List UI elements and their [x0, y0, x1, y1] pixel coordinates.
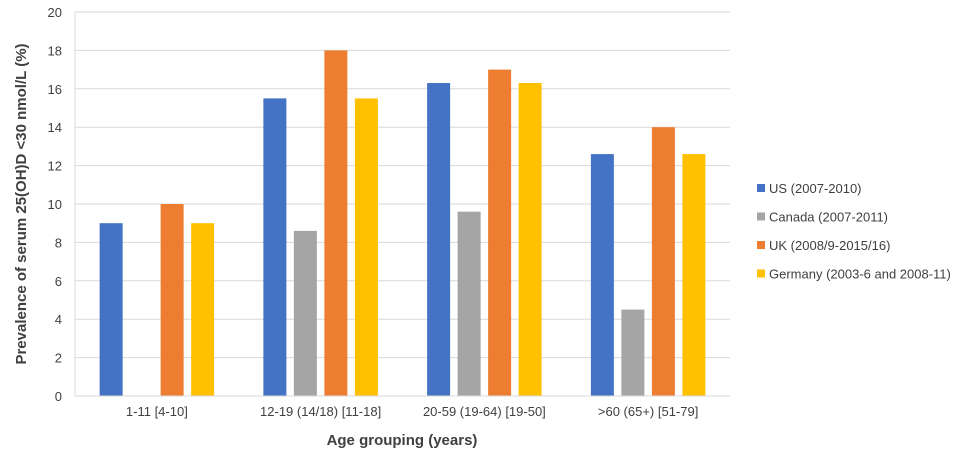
legend-label: UK (2008/9-2015/16)	[769, 238, 890, 253]
y-tick-label: 6	[55, 274, 62, 289]
x-tick-label: >60 (65+) [51-79]	[598, 404, 698, 419]
x-tick-label: 12-19 (14/18) [11-18]	[260, 404, 381, 419]
y-tick-label: 18	[48, 43, 62, 58]
y-tick-label: 14	[48, 120, 62, 135]
x-tick-label: 1-11 [4-10]	[126, 404, 188, 419]
bar-us	[590, 154, 614, 396]
legend-swatch	[757, 212, 765, 221]
bar-germany	[191, 223, 215, 396]
bar-us	[263, 98, 287, 397]
legend-swatch	[757, 269, 765, 278]
legend-swatch	[757, 184, 765, 192]
y-axis-ticks: 0 2 4 6 8 10 12 14 16 18 20	[48, 5, 62, 404]
bars	[99, 50, 706, 397]
bar-germany	[682, 154, 706, 396]
y-tick-label: 10	[48, 197, 62, 212]
legend-label: Germany (2003-6 and 2008-11)	[769, 267, 951, 282]
y-tick-label: 0	[55, 389, 62, 404]
bar-germany	[354, 98, 378, 397]
y-tick-label: 4	[55, 312, 62, 327]
legend-swatch	[757, 241, 765, 249]
bar-uk	[488, 69, 512, 396]
bar-uk	[651, 127, 675, 396]
legend: US (2007-2010) Canada (2007-2011) UK (2008…	[757, 181, 951, 282]
legend-label: Canada (2007-2011)	[769, 210, 888, 225]
bar-germany	[518, 83, 542, 396]
y-tick-label: 16	[48, 82, 62, 97]
bar-canada	[293, 230, 317, 396]
bar-uk	[160, 204, 184, 396]
legend-label: US (2007-2010)	[769, 181, 862, 196]
x-axis-ticks: 1-11 [4-10] 12-19 (14/18) [11-18] 20-59 (1…	[126, 404, 698, 419]
x-tick-label: 20-59 (19-64) [19-50]	[423, 404, 546, 419]
y-tick-label: 12	[48, 159, 62, 174]
y-tick-label: 8	[55, 235, 62, 250]
gridlines	[74, 11, 730, 396]
y-axis-label: Prevalence of serum 25(OH)D <30 nmol/L (…	[13, 43, 30, 364]
y-tick-label: 20	[48, 5, 62, 20]
bar-canada	[621, 309, 645, 396]
bar-us	[427, 83, 451, 396]
bar-us	[99, 223, 123, 396]
y-tick-label: 2	[55, 351, 62, 366]
bar-canada	[457, 211, 481, 396]
x-axis-label: Age grouping (years)	[327, 432, 478, 449]
bar-uk	[324, 50, 348, 397]
